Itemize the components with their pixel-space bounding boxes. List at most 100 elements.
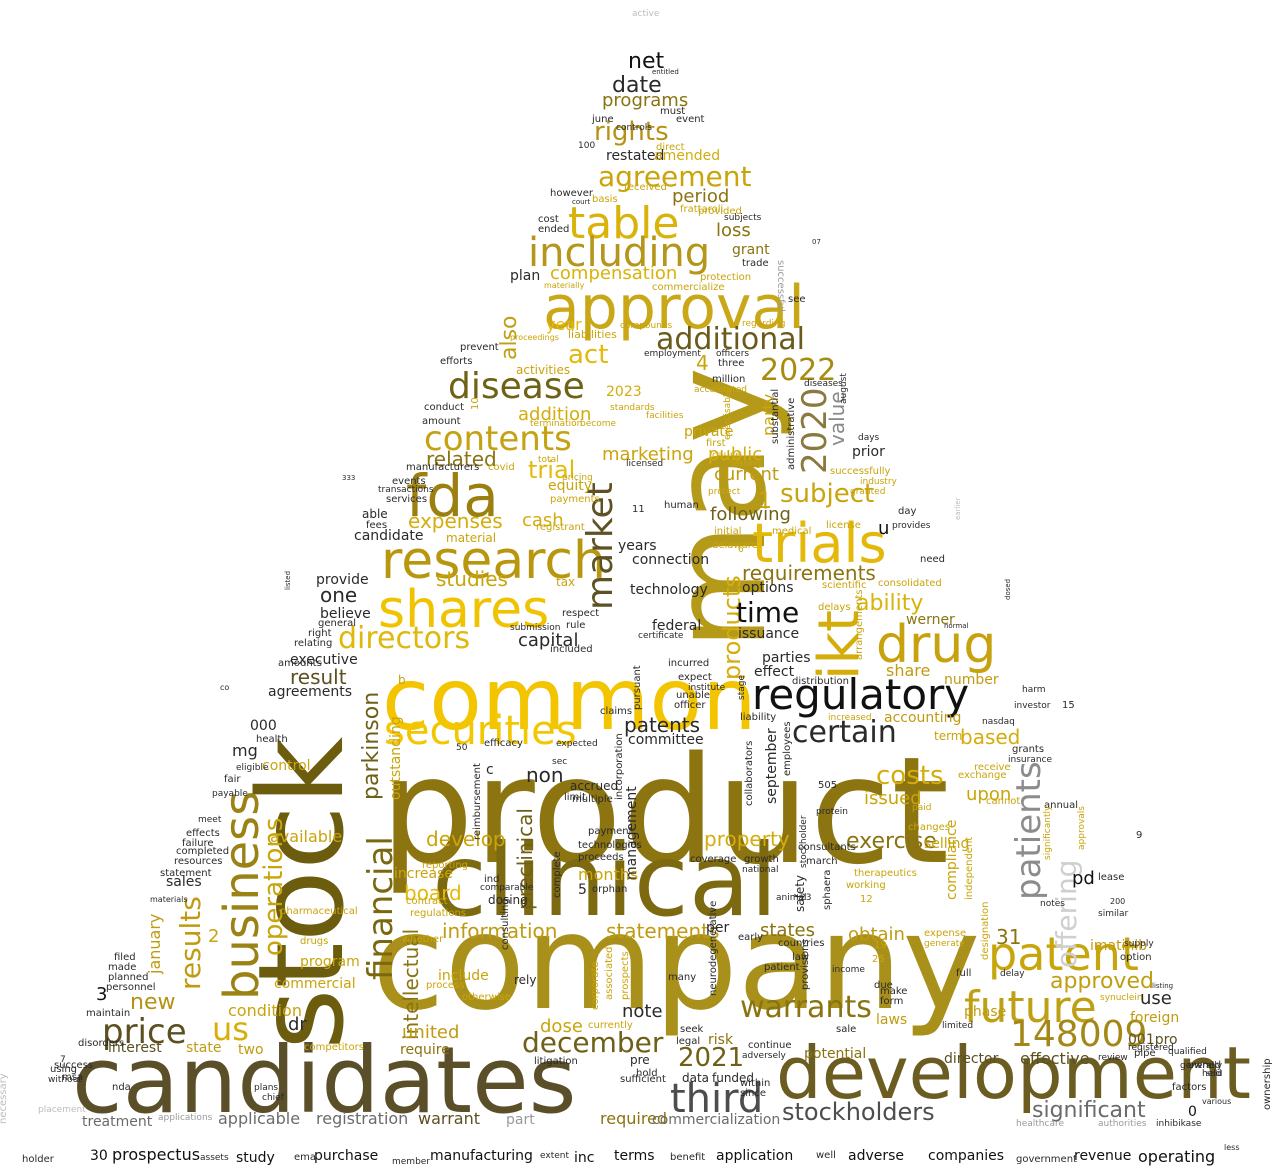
word-licensed: licensed — [626, 459, 663, 469]
word-june: june — [591, 114, 614, 125]
word-therapeutics: therapeutics — [854, 868, 917, 879]
word-companies: companies — [928, 1148, 1004, 1164]
word-august: august — [839, 373, 849, 404]
word-tax: tax — [556, 575, 575, 589]
word-liability: liability — [740, 712, 776, 723]
word-program: program — [300, 954, 360, 970]
word-currently: currently — [588, 1020, 633, 1031]
word-including: including — [528, 230, 710, 276]
word-disorders: disorders — [78, 1038, 124, 1049]
word-hold: hold — [636, 1068, 658, 1079]
word-see: see — [788, 294, 806, 305]
word-co: co — [220, 683, 229, 692]
word-efforts: efforts — [440, 356, 472, 367]
word-requirements: requirements — [742, 561, 876, 585]
word-agreements: agreements — [268, 684, 352, 700]
word-fda: fda — [406, 462, 499, 530]
word-increased: increased — [828, 713, 872, 723]
word-time: time — [736, 596, 799, 629]
word-expense: expense — [924, 928, 966, 939]
word-executive: executive — [290, 652, 358, 668]
word-operations: operations — [259, 818, 289, 956]
word-19: 19 — [874, 940, 887, 951]
word-accounting: accounting — [884, 710, 961, 726]
word-payments: payments — [550, 494, 600, 505]
word-warrants: warrants — [740, 990, 872, 1025]
word-provide: provide — [316, 572, 369, 588]
word-following: following — [710, 504, 791, 525]
word-research: research — [381, 531, 606, 591]
word-non: non — [526, 763, 564, 787]
word-commercialize: commercialize — [652, 282, 725, 293]
word-pharmaceutical: pharmaceutical — [280, 906, 358, 917]
word-prospectus: prospectus — [112, 1145, 200, 1164]
word-review: review — [1098, 1053, 1128, 1063]
word-prior: prior — [852, 444, 885, 460]
word-11: 11 — [632, 504, 645, 515]
word-law: law — [792, 952, 809, 963]
word-directors: directors — [338, 621, 470, 656]
word-authorities: authorities — [1098, 1119, 1147, 1129]
word-disease: disease — [448, 366, 585, 407]
word-subject: subject — [780, 479, 874, 509]
word-limit: limit — [564, 792, 586, 803]
word-paid: paid — [912, 803, 931, 813]
word-associated: associated — [604, 947, 615, 1001]
word-services: services — [386, 494, 427, 505]
word-adverse: adverse — [848, 1148, 904, 1164]
word-working: working — [846, 880, 886, 891]
word-rights: rights — [594, 117, 669, 147]
word-due: due — [874, 980, 893, 991]
word-many: many — [668, 972, 696, 983]
word-owned: owned — [1188, 1060, 1221, 1071]
word-efficacy: efficacy — [484, 738, 523, 749]
word-7: 7 — [60, 1055, 66, 1065]
word-transactions: transactions — [378, 485, 434, 495]
word-changes: changes — [908, 822, 950, 833]
word-annual: annual — [1044, 800, 1078, 811]
word-note: note — [622, 1001, 663, 1022]
word-management: management — [624, 786, 640, 880]
word-drugs: drugs — [300, 936, 328, 947]
word-9: 9 — [1136, 830, 1142, 841]
word-3: 3 — [96, 984, 107, 1005]
word-income: income — [832, 965, 865, 975]
word-grant: grant — [732, 242, 770, 258]
word-provisions: provisions — [800, 939, 811, 990]
word-c: c — [486, 762, 494, 778]
word-agreement: agreement — [598, 160, 752, 193]
word-claims: claims — [600, 706, 632, 717]
word-table: table — [568, 198, 679, 249]
word-january: january — [145, 914, 164, 975]
word-collaborators: collaborators — [744, 741, 755, 806]
word-multiple: multiple — [572, 794, 613, 805]
word-pd: pd — [1072, 868, 1095, 889]
word-unable: unable — [676, 690, 710, 701]
word-patents: patents — [624, 713, 700, 737]
word-one: one — [320, 583, 357, 607]
word-sold: sold — [1206, 1069, 1222, 1078]
word-option: option — [1120, 952, 1152, 963]
word-patient: patient — [764, 962, 800, 973]
word-full: full — [956, 968, 971, 979]
word-cause: cause — [712, 450, 741, 461]
word-rule: rule — [566, 620, 585, 631]
word-information: information — [442, 919, 557, 943]
word-2021: 2021 — [678, 1043, 744, 1073]
word-designation: designation — [980, 902, 991, 960]
word-proceeds: proceeds — [578, 852, 624, 863]
word-assets: assets — [200, 1153, 229, 1163]
word-b: b — [398, 673, 406, 687]
word-ema: ema — [294, 1152, 316, 1163]
word-equity: equity — [548, 478, 592, 494]
word-days: days — [858, 433, 880, 443]
word-within: within — [740, 1078, 770, 1089]
word-event: event — [676, 114, 705, 125]
word-protection: protection — [700, 272, 751, 283]
word-sufficient: sufficient — [620, 1074, 666, 1085]
word-included: included — [550, 644, 593, 655]
word-testing: testing — [730, 459, 761, 469]
word-administrative: administrative — [786, 398, 797, 470]
word-consultants: consultants — [798, 842, 856, 853]
word-various: various — [1202, 1097, 1231, 1106]
